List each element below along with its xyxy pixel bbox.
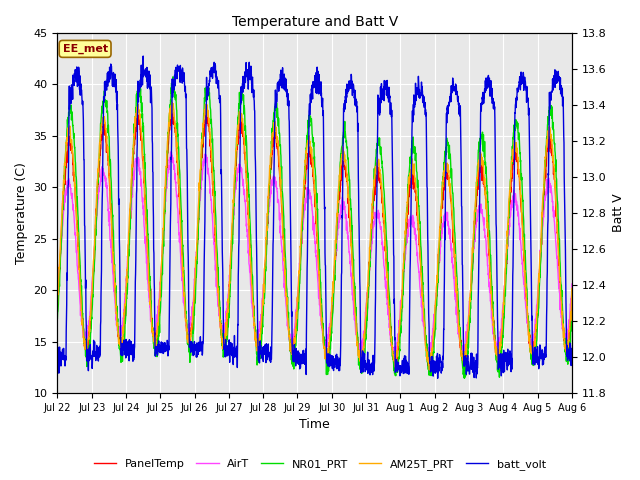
AM25T_PRT bbox=[330, 284, 337, 290]
AirT bbox=[537, 246, 545, 252]
AirT bbox=[465, 320, 472, 326]
batt_volt bbox=[197, 348, 205, 353]
AM25T_PRT bbox=[168, 99, 176, 105]
PanelTemp bbox=[537, 246, 545, 252]
Y-axis label: Batt V: Batt V bbox=[612, 194, 625, 232]
NR01_PRT bbox=[169, 74, 177, 80]
Text: EE_met: EE_met bbox=[63, 44, 108, 54]
NR01_PRT bbox=[197, 161, 205, 167]
Line: batt_volt: batt_volt bbox=[58, 56, 572, 378]
NR01_PRT bbox=[460, 375, 468, 381]
AM25T_PRT bbox=[426, 367, 433, 373]
AM25T_PRT bbox=[568, 286, 576, 291]
NR01_PRT bbox=[54, 315, 61, 321]
Line: NR01_PRT: NR01_PRT bbox=[58, 77, 572, 378]
Line: AM25T_PRT: AM25T_PRT bbox=[58, 102, 572, 370]
Legend: PanelTemp, AirT, NR01_PRT, AM25T_PRT, batt_volt: PanelTemp, AirT, NR01_PRT, AM25T_PRT, ba… bbox=[90, 455, 550, 474]
PanelTemp bbox=[465, 329, 472, 335]
batt_volt bbox=[568, 346, 576, 351]
AirT bbox=[330, 282, 337, 288]
PanelTemp bbox=[426, 368, 434, 374]
X-axis label: Time: Time bbox=[300, 419, 330, 432]
PanelTemp bbox=[568, 303, 576, 309]
AirT bbox=[425, 354, 433, 360]
batt_volt bbox=[330, 365, 337, 371]
AirT bbox=[568, 281, 576, 287]
AM25T_PRT bbox=[523, 305, 531, 311]
NR01_PRT bbox=[537, 250, 545, 255]
AirT bbox=[167, 149, 175, 155]
PanelTemp bbox=[523, 295, 531, 301]
NR01_PRT bbox=[523, 286, 531, 291]
AirT bbox=[523, 320, 531, 326]
PanelTemp bbox=[330, 296, 337, 302]
Title: Temperature and Batt V: Temperature and Batt V bbox=[232, 15, 397, 29]
AirT bbox=[197, 187, 205, 192]
AM25T_PRT bbox=[340, 152, 348, 157]
batt_volt bbox=[54, 352, 61, 358]
batt_volt bbox=[340, 105, 348, 111]
batt_volt bbox=[537, 356, 545, 362]
AM25T_PRT bbox=[465, 326, 472, 332]
PanelTemp bbox=[340, 163, 348, 168]
NR01_PRT bbox=[340, 126, 348, 132]
batt_volt bbox=[434, 375, 442, 381]
NR01_PRT bbox=[465, 336, 472, 342]
AirT bbox=[340, 205, 348, 211]
AM25T_PRT bbox=[197, 153, 205, 158]
PanelTemp bbox=[168, 107, 175, 112]
AM25T_PRT bbox=[54, 302, 61, 308]
NR01_PRT bbox=[568, 317, 576, 323]
AM25T_PRT bbox=[537, 232, 545, 238]
NR01_PRT bbox=[330, 301, 337, 307]
Line: AirT: AirT bbox=[58, 152, 572, 357]
PanelTemp bbox=[197, 163, 205, 168]
Y-axis label: Temperature (C): Temperature (C) bbox=[15, 162, 28, 264]
batt_volt bbox=[140, 53, 147, 59]
batt_volt bbox=[523, 84, 531, 89]
Line: PanelTemp: PanelTemp bbox=[58, 109, 572, 371]
AirT bbox=[54, 294, 61, 300]
batt_volt bbox=[465, 359, 472, 365]
PanelTemp bbox=[54, 308, 61, 313]
